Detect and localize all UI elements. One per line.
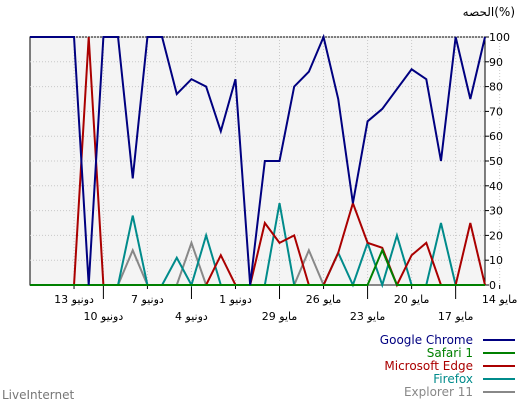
y-tick-label: 40 [489, 180, 503, 193]
series-line-google-chrome [30, 33, 486, 286]
line-chart: 0 10 20 30 40 50 60 70 80 90 100 13 دونيو 10 دونيو 7… [29, 31, 518, 323]
x-tick-label: 7 دونيو [131, 293, 164, 306]
y-tick-label: 90 [489, 56, 503, 69]
x-tick-label: 10 دونيو [83, 310, 123, 323]
y-tick-label: 70 [489, 105, 503, 118]
y-axis-label: الحصه(%) [462, 5, 515, 19]
x-tick-label: 13 دونيو [54, 293, 94, 306]
legend-item-safari: Safari 1 [320, 345, 515, 360]
series-lines [30, 33, 486, 289]
y-axis: 0 10 20 30 40 50 60 70 80 90 100 [485, 31, 510, 292]
x-tick-label: 17 مايو [438, 310, 474, 323]
x-tick-label: 14 مايو [482, 293, 518, 306]
legend-label: Google Chrome [379, 332, 473, 347]
legend-item-firefox: Firefox [320, 371, 515, 386]
y-tick-label: 80 [489, 81, 503, 94]
brand-logo-text: LiveInternet [2, 388, 75, 402]
legend-swatch [483, 364, 515, 367]
legend-item-explorer-11: Explorer 11 [320, 384, 515, 399]
y-tick-label: 10 [489, 254, 503, 267]
legend-item-google-chrome: Google Chrome [320, 332, 515, 347]
legend-label: Firefox [433, 371, 473, 386]
series-line-safari-1 [30, 247, 485, 286]
legend-label: Safari 1 [426, 345, 473, 360]
y-tick-label: 60 [489, 130, 503, 143]
legend-item-microsoft-edge: Microsoft Edge [320, 358, 515, 373]
x-tick-label: 26 مايو [306, 293, 342, 306]
y-tick-label: 20 [489, 229, 503, 242]
x-tick-label: 4 دونيو [175, 310, 208, 323]
x-tick-label: 20 مايو [394, 293, 430, 306]
x-axis: 13 دونيو 10 دونيو 7 دونيو 4 دونيو 1 دونيو 29 … [54, 285, 518, 323]
y-tick-label: 50 [489, 155, 503, 168]
legend: Google Chrome Safari 1 Microsoft Edge Fi… [320, 332, 515, 399]
x-tick-label: 23 مايو [350, 310, 386, 323]
legend-swatch [483, 338, 515, 341]
y-tick-label: 30 [489, 205, 503, 218]
legend-label: Explorer 11 [403, 384, 473, 399]
legend-swatch [483, 377, 515, 380]
legend-label: Microsoft Edge [384, 358, 473, 373]
x-tick-label: 29 مايو [262, 310, 298, 323]
legend-swatch [483, 390, 515, 393]
legend-swatch [483, 351, 515, 354]
y-tick-label: 0 [489, 279, 496, 292]
x-tick-label: 1 دونيو [219, 293, 252, 306]
y-tick-label: 100 [489, 31, 510, 44]
plot-area [29, 36, 486, 286]
